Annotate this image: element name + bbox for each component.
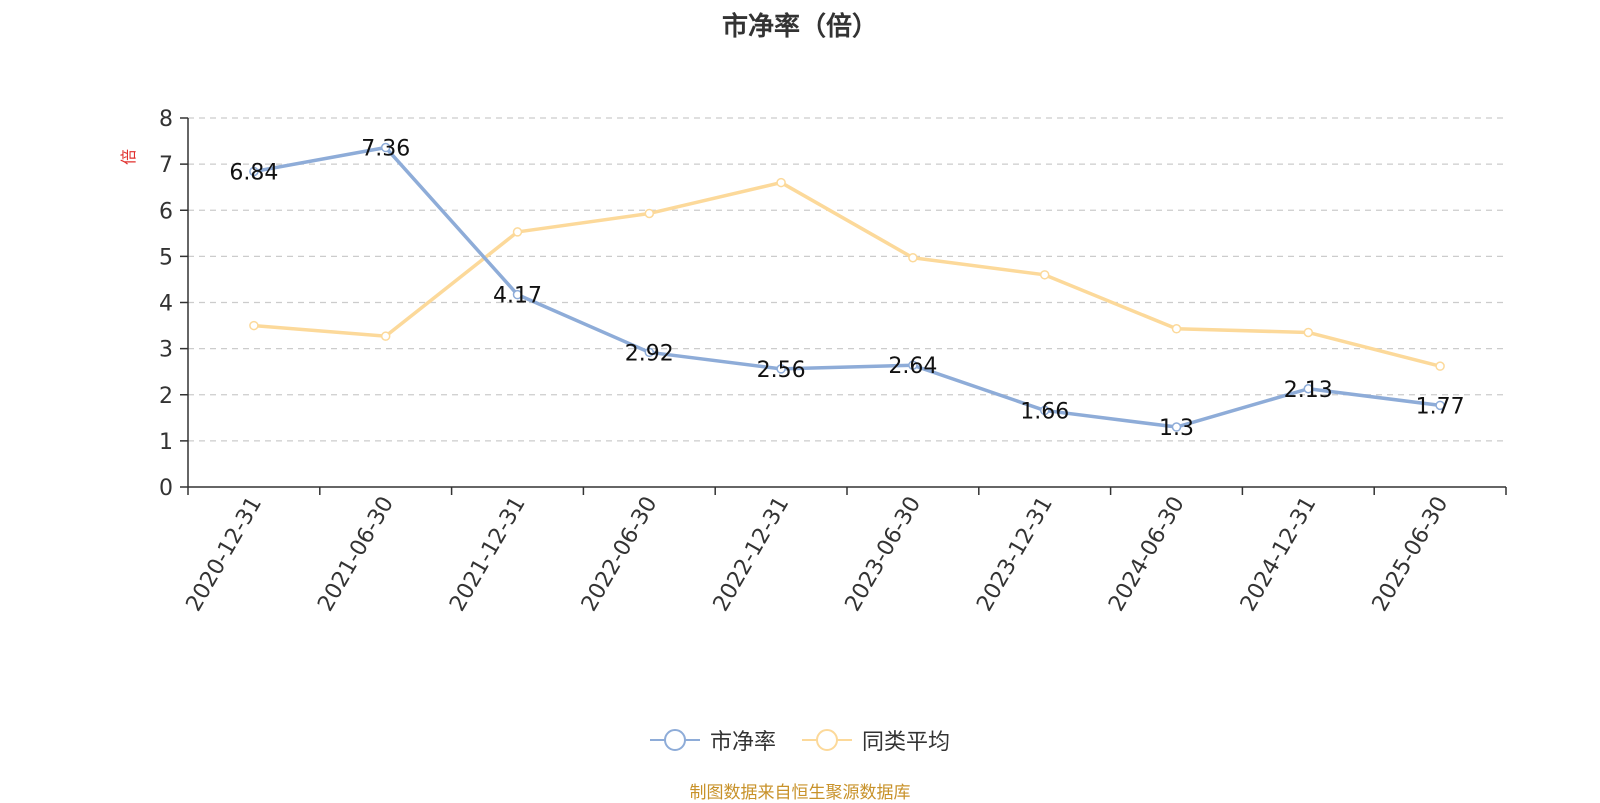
data-point xyxy=(1171,324,1182,334)
data-point xyxy=(776,177,786,188)
data-label: 1.77 xyxy=(1416,394,1465,419)
data-label: 2.13 xyxy=(1284,378,1333,403)
x-tick-label: 2023-12-31 xyxy=(972,493,1058,616)
data-point xyxy=(1039,405,1050,416)
x-tick-label: 2021-12-31 xyxy=(445,493,531,616)
data-label: 1.3 xyxy=(1159,416,1194,441)
data-label: 2.64 xyxy=(888,354,937,379)
data-point xyxy=(776,364,786,374)
data-point xyxy=(1435,400,1445,411)
data-point xyxy=(512,227,523,237)
data-point xyxy=(908,360,918,370)
data-label: 6.84 xyxy=(229,161,278,186)
x-tick-label: 2023-06-30 xyxy=(841,493,927,616)
y-tick-label: 6 xyxy=(159,199,173,224)
chart-title: 市净率（倍） xyxy=(721,12,878,42)
x-tick-label: 2021-06-30 xyxy=(313,493,399,616)
data-point xyxy=(1303,327,1314,338)
legend-marker-pb-ratio xyxy=(649,729,700,751)
data-label: 7.36 xyxy=(361,137,410,162)
legend: 市净率 同类平均 xyxy=(0,722,1600,758)
data-point xyxy=(644,208,655,219)
data-point xyxy=(1303,384,1314,394)
source-note: 制图数据来自恒生聚源数据库 xyxy=(689,783,911,803)
legend-marker-peer-average xyxy=(802,729,852,751)
y-tick-label: 2 xyxy=(159,384,173,409)
series-layer xyxy=(249,142,1445,432)
data-point xyxy=(644,347,655,358)
data-labels: 6.84 7.36 4.17 2.92 2.56 2.64 1.66 1.3 2.13 1.77 xyxy=(229,137,1464,442)
data-point xyxy=(249,320,259,331)
data-point xyxy=(1171,422,1182,432)
y-tick-label: 3 xyxy=(159,338,173,363)
data-point xyxy=(512,289,523,300)
y-tick-label: 5 xyxy=(159,245,173,270)
data-point xyxy=(1435,361,1445,371)
axes: 0 1 2 3 4 5 6 7 8 2020-12-31 2021-06-30 2021-12-31 2… xyxy=(159,107,1507,616)
y-tick-label: 0 xyxy=(159,476,173,501)
data-point xyxy=(249,166,259,177)
legend-label-pb-ratio: 市净率 xyxy=(709,730,776,755)
y-tick-label: 4 xyxy=(159,292,173,317)
y-tick-label: 8 xyxy=(159,107,173,132)
line-chart: 0 1 2 3 4 5 6 7 8 2020-12-31 2021-06-30 2021-12-31 2… xyxy=(119,107,1507,616)
legend-label-peer-average: 同类平均 xyxy=(862,730,951,755)
x-tick-label: 2020-12-31 xyxy=(182,493,268,616)
y-tick-label: 7 xyxy=(159,153,173,178)
x-tick-label: 2022-12-31 xyxy=(709,493,795,616)
x-tick-label: 2025-06-30 xyxy=(1368,493,1454,616)
legend-item-pb-ratio[interactable]: 市净率 xyxy=(649,724,776,756)
y-axis-label: 倍 xyxy=(119,149,138,165)
x-tick-label: 2024-06-30 xyxy=(1104,493,1190,616)
data-point xyxy=(1039,270,1050,280)
data-point xyxy=(380,142,391,153)
y-tick-label: 1 xyxy=(159,430,173,455)
data-point xyxy=(380,331,391,341)
data-label: 4.17 xyxy=(493,284,542,309)
series-line-1 xyxy=(253,180,1441,368)
data-label: 1.66 xyxy=(1020,399,1069,424)
data-label: 2.56 xyxy=(757,358,806,383)
legend-item-peer-average[interactable]: 同类平均 xyxy=(802,724,950,756)
data-point xyxy=(908,253,918,263)
x-tick-label: 2024-12-31 xyxy=(1236,493,1322,616)
series-line-0 xyxy=(253,145,1441,429)
data-label: 2.92 xyxy=(625,341,674,366)
x-tick-label: 2022-06-30 xyxy=(577,493,663,616)
